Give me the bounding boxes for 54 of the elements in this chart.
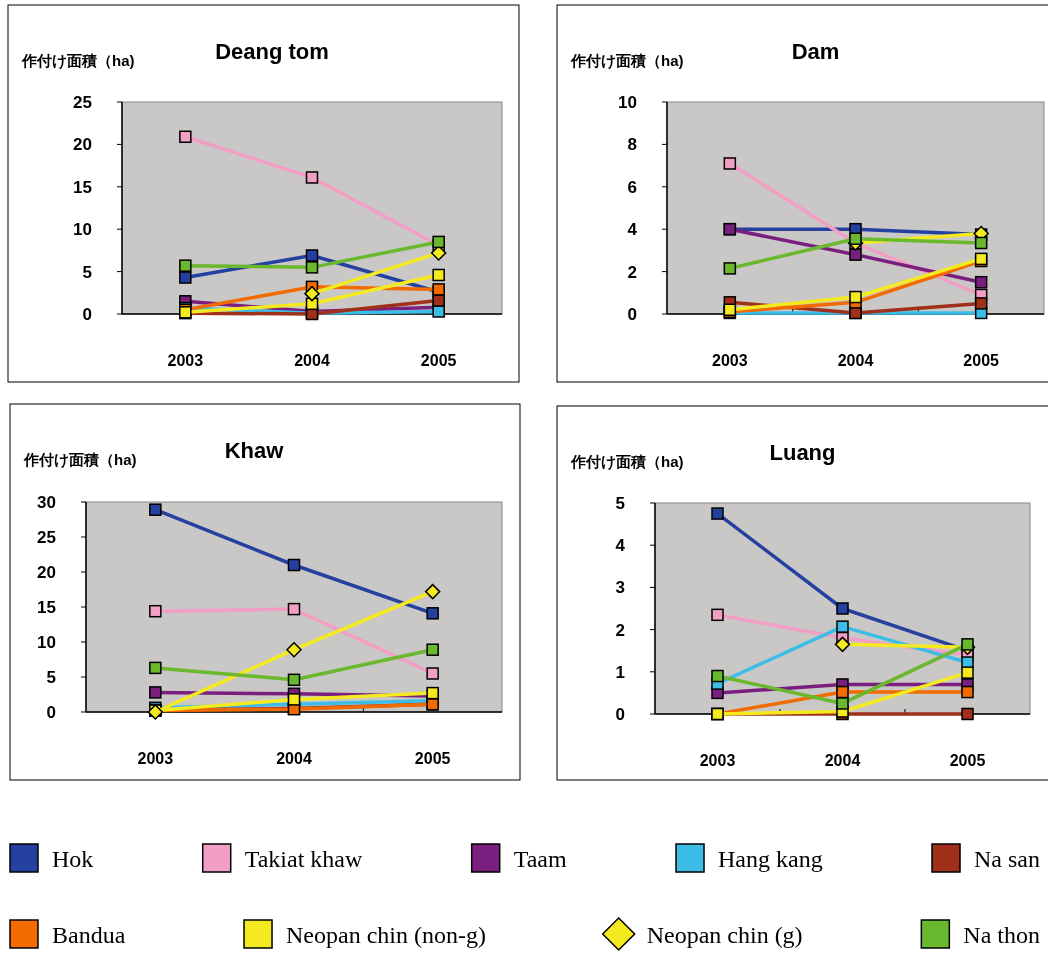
y-tick-label: 5 <box>46 668 56 687</box>
x-tick-label: 2003 <box>712 352 748 369</box>
chart-title: Dam <box>791 39 840 64</box>
y-tick-label: 4 <box>627 220 638 240</box>
x-tick-label: 2005 <box>420 352 457 369</box>
y-tick-label: 0 <box>46 703 56 722</box>
y-tick-label: 20 <box>73 135 92 155</box>
y-tick-label: 0 <box>82 305 92 324</box>
legend-label: Neopan chin (non-g) <box>286 922 486 948</box>
x-tick-label: 2004 <box>824 752 861 769</box>
x-tick-label: 2004 <box>276 750 312 767</box>
x-tick-label: 2004 <box>837 352 874 369</box>
y-tick-label: 10 <box>73 220 92 240</box>
y-tick-label: 4 <box>615 536 626 556</box>
legend-label: Taam <box>513 846 567 872</box>
y-tick-label: 30 <box>37 493 56 512</box>
x-tick-label: 2003 <box>699 752 736 769</box>
y-tick-label: 1 <box>615 662 625 682</box>
x-tick-label: 2005 <box>963 352 1000 369</box>
legend-label: Takiat khaw <box>244 846 363 872</box>
y-tick-label: 0 <box>615 705 625 724</box>
y-axis-title: 作付け面積（ha) <box>23 451 137 469</box>
y-tick-label: 2 <box>627 262 637 282</box>
chart-title: Deang tom <box>215 39 329 64</box>
y-tick-label: 2 <box>615 620 625 640</box>
legend-label: Na thon <box>963 922 1040 948</box>
legend-label: Bandua <box>52 922 126 948</box>
y-axis-title: 作付け面積（ha) <box>570 453 684 471</box>
y-tick-label: 10 <box>618 93 637 112</box>
chart-title: Luang <box>769 440 836 465</box>
y-tick-label: 6 <box>627 177 637 197</box>
y-tick-label: 0 <box>627 305 637 324</box>
y-tick-label: 15 <box>73 177 92 197</box>
x-tick-label: 2003 <box>167 352 204 369</box>
y-tick-label: 3 <box>615 578 625 598</box>
y-tick-label: 10 <box>37 633 56 652</box>
y-axis-title: 作付け面積（ha) <box>570 52 684 70</box>
x-tick-label: 2005 <box>414 750 451 767</box>
y-tick-label: 8 <box>627 135 637 155</box>
legend-label: Hang kang <box>718 846 823 872</box>
x-tick-label: 2003 <box>137 750 174 767</box>
chart-title: Khaw <box>224 438 285 463</box>
y-axis-title: 作付け面積（ha) <box>21 52 135 70</box>
y-tick-label: 20 <box>37 563 56 582</box>
x-tick-label: 2004 <box>294 352 330 369</box>
y-tick-label: 15 <box>37 598 56 617</box>
y-tick-label: 25 <box>73 93 92 112</box>
y-tick-label: 25 <box>37 528 56 547</box>
y-tick-label: 5 <box>82 262 92 282</box>
x-tick-label: 2005 <box>949 752 986 769</box>
legend-label: Na san <box>974 846 1040 872</box>
legend-label: Neopan chin (g) <box>646 922 803 948</box>
y-tick-label: 5 <box>615 494 625 513</box>
legend-label: Hok <box>52 846 94 872</box>
